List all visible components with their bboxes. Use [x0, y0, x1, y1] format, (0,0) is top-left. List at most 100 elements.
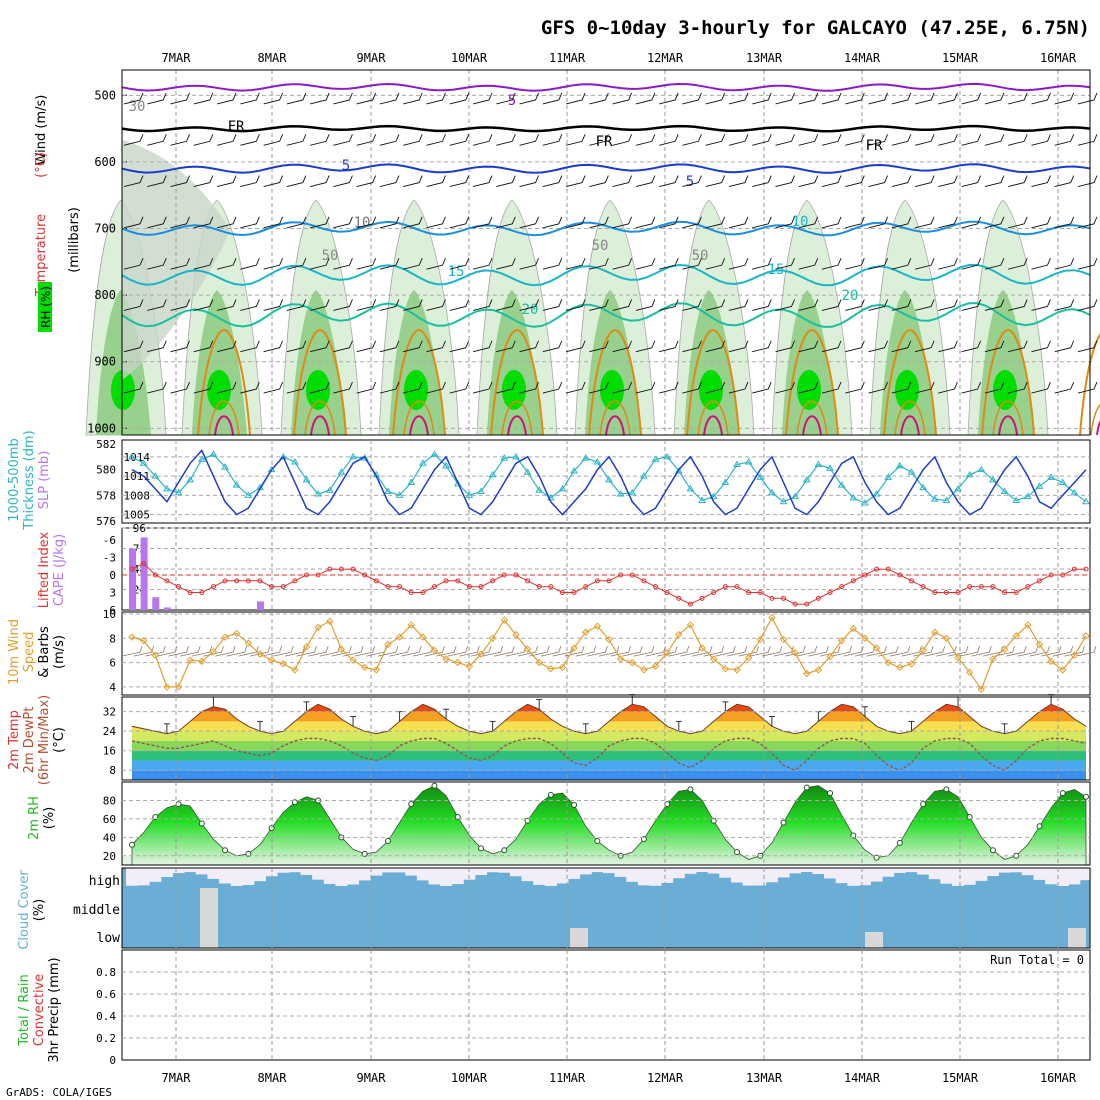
- axis-label-line: & Barbs: [37, 626, 52, 678]
- thickness-point: [523, 468, 532, 475]
- wind-barb: [310, 381, 330, 394]
- thickness-point: [395, 491, 404, 498]
- wind-speed-point: [640, 666, 648, 674]
- wind-barb: [705, 381, 726, 394]
- wind-barb-10m: [575, 645, 597, 657]
- wind-barb: [961, 381, 982, 394]
- thickness-point: [709, 492, 718, 500]
- li-point: [234, 578, 240, 584]
- wind-barb: [147, 216, 167, 229]
- chart-title: GFS 0~10day 3-hourly for GALCAYO (47.25E…: [541, 17, 1090, 39]
- li-point: [769, 595, 775, 601]
- temp-band: [132, 750, 1086, 761]
- wind-barb: [286, 92, 307, 105]
- li-point: [431, 584, 437, 590]
- li-point: [978, 584, 984, 590]
- wind-barb: [286, 134, 307, 146]
- wind-barb: [1008, 175, 1028, 188]
- wind-barb: [728, 92, 749, 105]
- wind-barb: [542, 92, 563, 105]
- cloud-high-gap: [963, 868, 976, 885]
- wind-barb: [682, 92, 702, 105]
- wind-barb: [1008, 381, 1028, 394]
- temp-tick: 8: [109, 764, 116, 777]
- wind-barb: [938, 92, 958, 105]
- cloud-high-gap: [684, 868, 697, 874]
- wind-barb: [1054, 175, 1075, 188]
- wind-barb: [984, 257, 1005, 270]
- wind-speed-point: [209, 647, 218, 656]
- wind-barb: [1054, 381, 1075, 394]
- thickness-point: [686, 484, 695, 492]
- wind-barb: [240, 340, 260, 353]
- rh-shade-core: [895, 370, 919, 410]
- cloud-high-gap: [626, 868, 639, 882]
- pressure-tick: 1000: [87, 421, 116, 435]
- wind-barb-10m: [436, 645, 457, 657]
- wind-speed-point: [163, 683, 171, 691]
- axis-label-line: Total / Rain: [17, 974, 32, 1047]
- wind-barb: [1031, 216, 1051, 229]
- cloud-high-gap: [300, 868, 313, 875]
- contour-line-warm: [599, 400, 631, 436]
- wind-speed-point: [1047, 657, 1055, 666]
- cloud-high-gap: [416, 868, 429, 881]
- wind-barb: [798, 175, 819, 188]
- li-point: [443, 578, 449, 584]
- wind-barb: [542, 340, 563, 353]
- wind-barb: [984, 175, 1005, 188]
- wind-barb-10m: [819, 645, 841, 657]
- contour-line-warm: [785, 328, 839, 436]
- wind-barb: [519, 340, 539, 353]
- cloud-high-gap: [253, 868, 266, 882]
- li-point: [885, 566, 891, 572]
- wind-barb: [868, 92, 888, 105]
- wind-barb: [426, 381, 446, 394]
- wind-barb: [589, 175, 609, 188]
- cloud-level-label: middle: [73, 903, 120, 918]
- axis-label-line: (%): [42, 807, 57, 830]
- cloud-high-gap: [777, 868, 790, 878]
- cloud-high-gap: [870, 868, 883, 882]
- wind-barb-10m: [878, 645, 899, 657]
- wind-barb: [752, 257, 772, 270]
- wind-tick: 8: [109, 632, 116, 645]
- wind-speed-point: [407, 621, 415, 629]
- li-point: [943, 590, 949, 595]
- wind-barb: [240, 299, 260, 311]
- precip-tick: 0.4: [96, 1010, 116, 1023]
- cloud-high-gap: [393, 868, 406, 873]
- wind-barb: [123, 134, 144, 146]
- thickness-point: [279, 452, 288, 460]
- wind-speed-point: [1000, 645, 1009, 653]
- rh-point: [152, 814, 159, 821]
- wind-barb: [728, 257, 749, 270]
- temp-band: [132, 760, 1086, 771]
- cloud-high-gap: [521, 868, 534, 882]
- wind-barb: [845, 216, 865, 229]
- wind-barb: [589, 257, 609, 270]
- contour-line-warm: [208, 400, 240, 436]
- cloud-high-gap: [347, 868, 360, 885]
- wind-speed-point: [139, 637, 148, 645]
- wind-barb: [519, 92, 539, 105]
- wind-barb: [147, 92, 167, 105]
- wind-barb: [868, 216, 888, 229]
- li-point: [897, 572, 903, 578]
- cloud-high-gap: [265, 868, 278, 877]
- wind-barb: [612, 175, 633, 188]
- li-point: [373, 578, 379, 584]
- wind-barb: [356, 92, 377, 105]
- wind-barb: [263, 92, 284, 105]
- cloud-high-gap: [323, 868, 336, 885]
- contour-line-hot: [409, 415, 429, 436]
- contour-line-warm: [1090, 403, 1100, 436]
- wind-barb: [752, 340, 772, 353]
- cloud-high-gap: [696, 868, 709, 873]
- contour-line-warm: [686, 328, 740, 436]
- wind-barb: [845, 299, 865, 311]
- rh-point: [245, 850, 252, 857]
- thickness-point: [651, 455, 660, 462]
- cloud-low-clear: [200, 888, 218, 948]
